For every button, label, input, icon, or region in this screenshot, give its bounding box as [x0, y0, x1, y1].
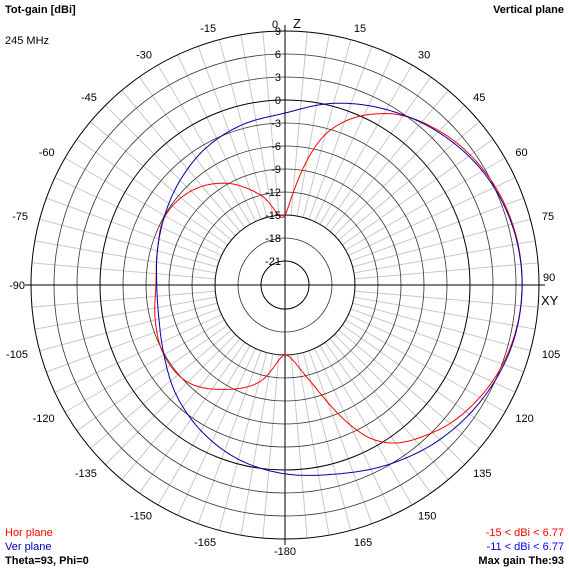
hor-gain-range: -15 < dBi < 6.77	[485, 527, 564, 539]
radial-tick-label: -15	[265, 210, 281, 222]
angle-tick-label: 60	[515, 147, 527, 159]
angle-tick-label: -120	[33, 413, 55, 425]
angle-tick-label: 120	[515, 413, 533, 425]
pattern-traces	[154, 102, 523, 476]
angle-tick-label: 0	[272, 19, 278, 31]
angle-tick-label: -90	[9, 280, 25, 292]
angle-tick-label: -150	[130, 510, 152, 522]
radial-tick-label: 3	[275, 72, 281, 84]
angle-tick-label: -105	[6, 349, 28, 361]
radial-tick-label: -3	[271, 118, 281, 130]
angle-tick-label: 90	[543, 272, 555, 284]
angle-tick-label: 105	[542, 349, 560, 361]
radial-tick-label: -21	[265, 256, 281, 268]
angle-tick-label: -15	[200, 23, 216, 35]
radial-tick-label: -12	[265, 187, 281, 199]
angle-tick-label: -135	[75, 468, 97, 480]
angle-tick-label: -45	[81, 92, 97, 104]
frequency-label: 245 MHz	[5, 35, 50, 47]
legend-ver-plane: Ver plane	[5, 541, 52, 553]
radial-tick-label: 6	[275, 49, 281, 61]
angle-tick-label: 15	[354, 23, 366, 35]
angle-tick-label: -75	[12, 211, 28, 223]
angle-tick-label: -165	[194, 537, 216, 549]
angle-tick-label: 150	[418, 510, 436, 522]
angle-tick-label: -30	[136, 50, 152, 62]
legend-hor-plane: Hor plane	[5, 527, 53, 539]
angle-tick-label: 135	[473, 468, 491, 480]
ver-gain-range: -11 < dBi < 6.77	[486, 541, 564, 553]
angle-tick-label: 75	[542, 211, 554, 223]
axis-xy-label: XY	[541, 293, 559, 308]
radial-tick-label: -9	[271, 164, 281, 176]
cursor-readout: Theta=93, Phi=0	[5, 555, 89, 567]
angle-tick-label: -60	[39, 147, 55, 159]
radial-tick-label: 0	[275, 95, 281, 107]
hor-plane-trace	[154, 112, 523, 444]
polar-grid	[25, 25, 545, 545]
radial-tick-label: -18	[265, 233, 281, 245]
axis-z-label: Z	[293, 16, 301, 31]
ver-plane-trace	[156, 102, 523, 476]
max-gain-readout: Max gain The:93	[478, 555, 564, 567]
angle-tick-label: 45	[473, 92, 485, 104]
angle-tick-label: 30	[418, 50, 430, 62]
plane-label: Vertical plane	[493, 4, 564, 16]
angle-tick-label: 165	[354, 537, 372, 549]
radial-tick-label: 9	[275, 26, 281, 38]
radial-tick-label: -6	[271, 141, 281, 153]
angle-tick-label: -180	[274, 546, 296, 558]
plot-title: Tot-gain [dBi]	[5, 4, 76, 16]
